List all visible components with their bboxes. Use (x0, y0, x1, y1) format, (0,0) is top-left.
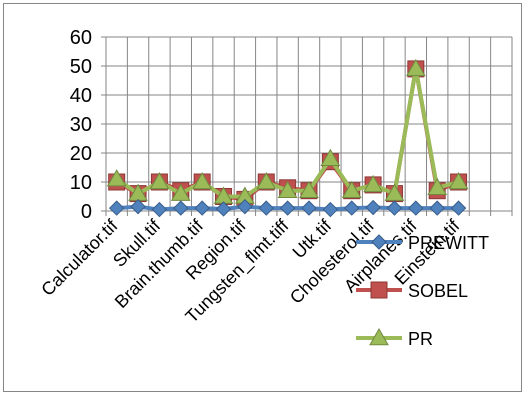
data-point (365, 199, 381, 216)
data-point (386, 200, 403, 216)
y-tick-label: 40 (70, 85, 92, 107)
data-point (448, 171, 469, 190)
series-line (115, 66, 460, 199)
legend-entry: PREWITT (356, 233, 489, 253)
y-tick-label: 60 (70, 27, 92, 49)
y-tick-label: 30 (70, 114, 92, 136)
y-tick-label: 50 (70, 56, 92, 78)
series-prewitt (108, 198, 467, 218)
data-point (301, 200, 317, 216)
data-point (256, 171, 277, 190)
legend-label: PREWITT (408, 233, 489, 253)
y-tick-label: 20 (70, 143, 92, 165)
legend-entry: PR (356, 327, 433, 349)
data-point (405, 58, 426, 77)
data-point (384, 183, 405, 201)
legend-label: SOBEL (408, 281, 468, 301)
series-pr (106, 58, 469, 204)
square-marker (370, 281, 388, 299)
data-point (149, 171, 170, 190)
data-point (450, 200, 467, 216)
data-point (279, 200, 296, 216)
y-tick-label: 10 (70, 172, 92, 194)
data-point (106, 169, 127, 187)
legend-entry: SOBEL (356, 281, 468, 301)
data-point (429, 200, 445, 216)
data-point (408, 200, 424, 216)
data-point (151, 201, 168, 218)
triangle-marker (369, 327, 389, 346)
data-point (344, 200, 360, 216)
legend-label: PR (408, 329, 433, 349)
data-point (170, 183, 191, 201)
data-point (341, 180, 362, 198)
data-point (427, 177, 448, 196)
data-point (108, 200, 125, 216)
y-tick-label: 0 (81, 201, 92, 223)
data-point (322, 201, 339, 218)
data-point (258, 200, 274, 216)
data-point (299, 180, 319, 198)
data-point (194, 200, 210, 216)
data-point (192, 171, 213, 190)
data-point (173, 200, 189, 216)
data-point (363, 174, 383, 193)
data-point (237, 198, 253, 215)
data-point (130, 198, 146, 215)
data-point (215, 201, 232, 217)
diamond-marker (371, 234, 387, 250)
data-point (277, 180, 298, 198)
data-point (320, 148, 341, 167)
